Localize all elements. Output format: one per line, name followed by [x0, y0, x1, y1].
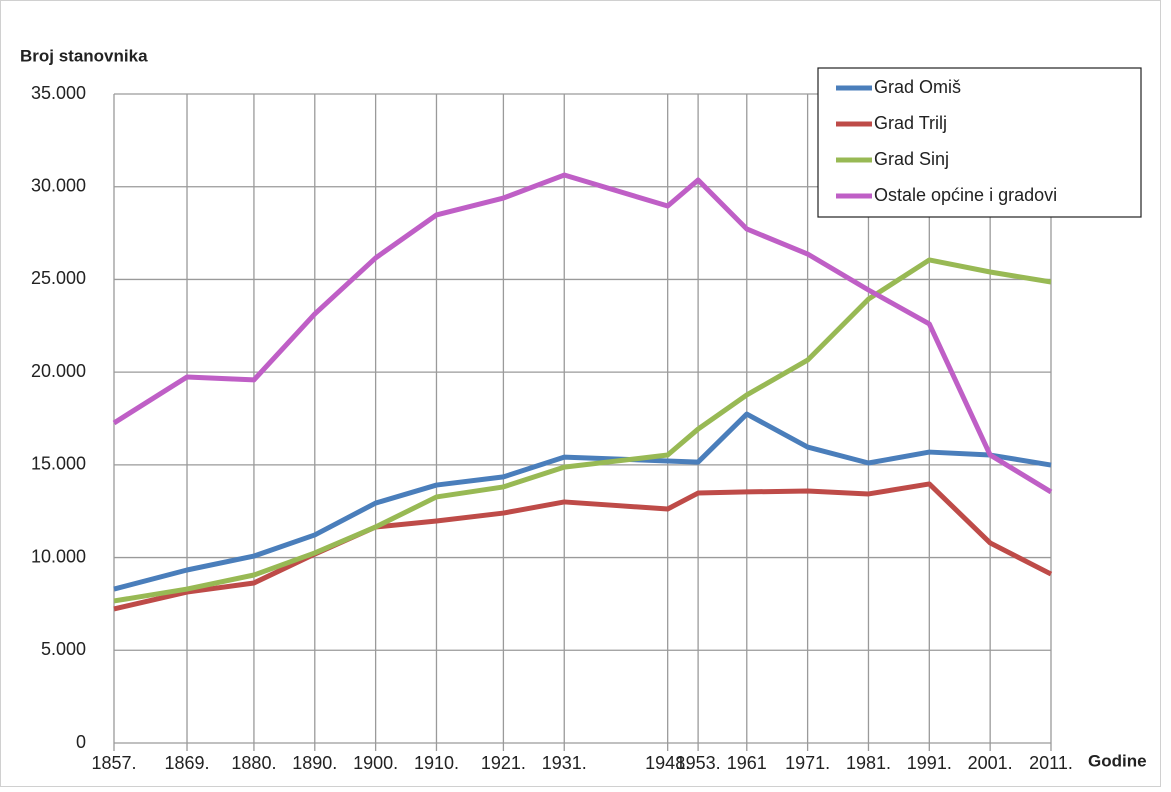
x-tick-label: 1869.	[164, 753, 209, 773]
y-tick-label: 15.000	[31, 454, 86, 474]
y-tick-label: 0	[76, 732, 86, 752]
series-line	[113, 481, 1053, 612]
x-tick-label: 1971.	[785, 753, 830, 773]
x-tick-label: 2011.	[1029, 753, 1073, 773]
legend-label: Ostale općine i gradovi	[874, 185, 1057, 205]
x-tick-label: 1900.	[353, 753, 398, 773]
y-tick-label: 5.000	[41, 639, 86, 659]
x-tick-label: 2001.	[968, 753, 1013, 773]
y-axis-label: Broj stanovnika	[20, 46, 148, 65]
y-tick-label: 30.000	[31, 175, 86, 195]
x-tick-label: 1991.	[907, 753, 952, 773]
x-tick-label: 1931.	[542, 753, 587, 773]
x-tick-label: 1890.	[292, 753, 337, 773]
x-tick-label: 1921.	[481, 753, 526, 773]
legend-label: Grad Trilj	[874, 113, 947, 133]
x-tick-label: 1953.	[676, 753, 721, 773]
legend-box	[817, 67, 1142, 218]
x-tick-label: 1981.	[846, 753, 891, 773]
x-tick-label: 1948.	[645, 753, 690, 773]
y-tick-label: 20.000	[31, 361, 86, 381]
x-axis-label: Godine	[1088, 751, 1147, 770]
y-tick-label: 10.000	[31, 546, 86, 566]
x-tick-label: 1961	[727, 753, 767, 773]
y-tick-label: 35.000	[31, 83, 86, 103]
legend-label: Grad Omiš	[874, 77, 961, 97]
x-tick-label: 1857.	[91, 753, 136, 773]
x-tick-label: 1880.	[231, 753, 276, 773]
series-line	[113, 257, 1052, 604]
y-tick-label: 25.000	[31, 268, 86, 288]
legend-label: Grad Sinj	[874, 149, 949, 169]
series-line	[112, 172, 1053, 495]
x-tick-label: 1910.	[414, 753, 459, 773]
